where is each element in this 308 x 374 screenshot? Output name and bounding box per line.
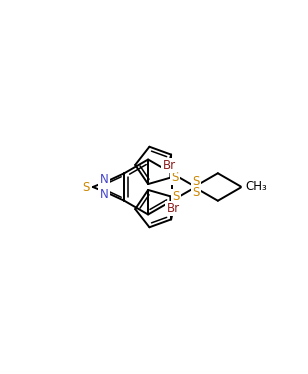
Text: S: S (192, 186, 200, 199)
Text: S: S (82, 181, 90, 193)
Text: N: N (100, 173, 108, 186)
Text: CH₃: CH₃ (246, 180, 267, 193)
Text: N: N (100, 188, 108, 201)
Text: Br: Br (167, 202, 180, 215)
Text: S: S (172, 171, 179, 184)
Text: CH₃: CH₃ (246, 181, 267, 194)
Text: S: S (192, 175, 200, 188)
Text: S: S (172, 190, 180, 203)
Text: Br: Br (163, 159, 176, 172)
